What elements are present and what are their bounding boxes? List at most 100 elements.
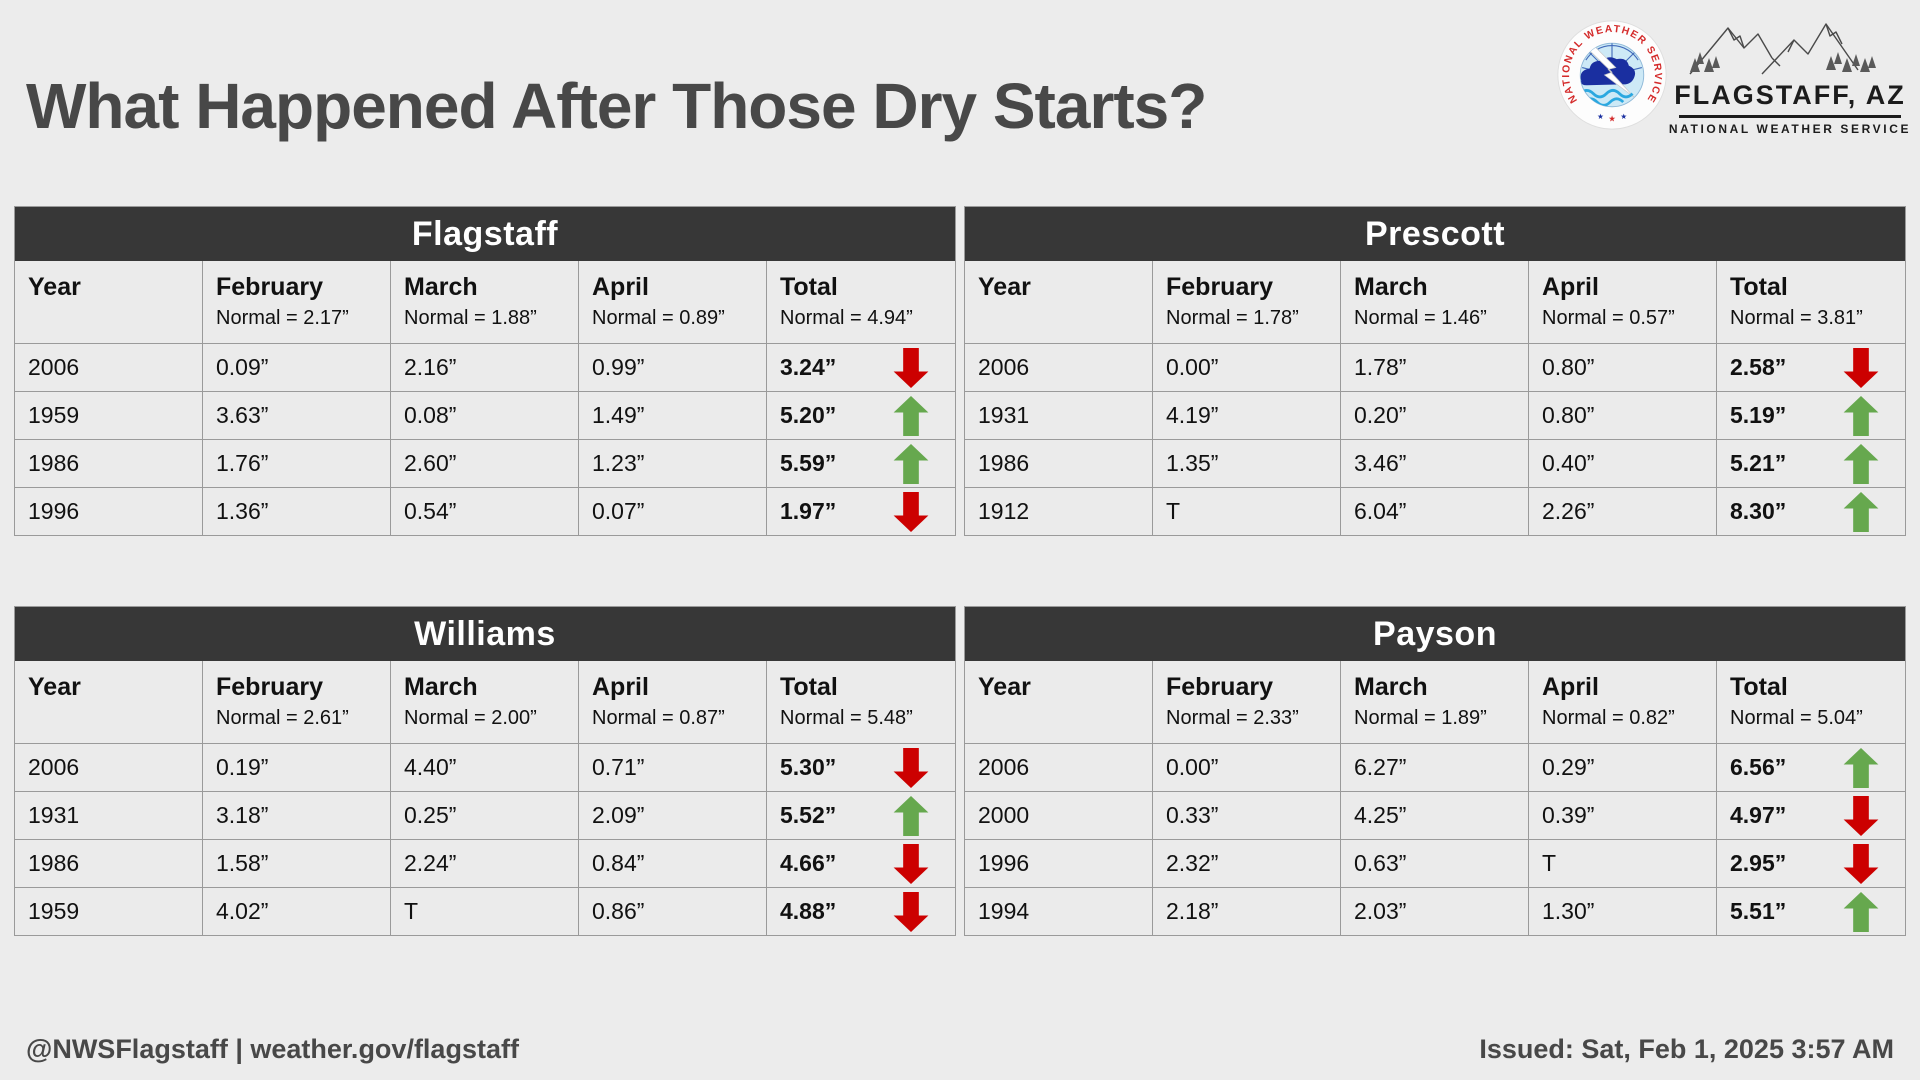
column-header: February Normal = 2.61” [203,661,391,743]
year-cell: 2006 [15,344,203,391]
trend-down-icon [893,747,929,788]
april-cell: 0.80” [1529,344,1717,391]
table-body: 2006 0.09” 2.16” 0.99” 3.24” 1959 3.63” 0.08” 1.… [15,343,955,535]
table-row: 2006 0.00” 1.78” 0.80” 2.58” [965,343,1905,391]
trend-down-icon [893,891,929,932]
year-cell: 1996 [965,840,1153,887]
march-cell: 2.16” [391,344,579,391]
march-cell: 0.20” [1341,392,1529,439]
column-header: Year [15,661,203,743]
column-label: Year [28,273,81,301]
total-value: 4.88” [780,898,837,924]
april-cell: 1.30” [1529,888,1717,935]
logo-divider [1679,115,1901,118]
february-cell: 1.58” [203,840,391,887]
year-cell: 1959 [15,888,203,935]
april-cell: 1.49” [579,392,767,439]
march-cell: 2.24” [391,840,579,887]
total-cell: 5.19” [1717,392,1905,439]
march-cell: 2.03” [1341,888,1529,935]
march-cell: 6.04” [1341,488,1529,535]
table-row: 1996 2.32” 0.63” T 2.95” [965,839,1905,887]
total-cell: 5.21” [1717,440,1905,487]
march-cell: 2.60” [391,440,579,487]
april-cell: 0.80” [1529,392,1717,439]
total-value: 5.19” [1730,402,1787,428]
column-header: Total Normal = 3.81” [1717,261,1905,343]
flagstaff-logo-title: FLAGSTAFF, AZ [1674,80,1906,110]
column-header: Total Normal = 4.94” [767,261,955,343]
april-cell: 0.99” [579,344,767,391]
column-header: March Normal = 1.88” [391,261,579,343]
column-label: Year [978,273,1031,301]
column-label: March [1354,273,1428,301]
column-label: March [404,273,478,301]
total-value: 5.59” [780,450,837,476]
total-value: 3.24” [780,354,837,380]
table-title: Flagstaff [15,207,955,261]
trend-up-icon [893,395,929,436]
column-header: April Normal = 0.82” [1529,661,1717,743]
table-head-row: Year February Normal = 1.78” March Normal = … [965,261,1905,343]
column-normal-value: Normal = 2.17” [216,307,349,329]
march-cell: 0.63” [1341,840,1529,887]
february-cell: T [1153,488,1341,535]
column-label: February [1166,273,1273,301]
footer: @NWSFlagstaff | weather.gov/flagstaff Is… [0,1028,1920,1070]
trend-up-icon [1843,395,1879,436]
total-value: 5.30” [780,754,837,780]
column-label: Year [28,673,81,701]
column-label: April [1542,673,1599,701]
table-row: 1986 1.58” 2.24” 0.84” 4.66” [15,839,955,887]
flagstaff-logo-subtitle: NATIONAL WEATHER SERVICE [1668,122,1912,136]
year-cell: 2000 [965,792,1153,839]
total-value: 2.95” [1730,850,1787,876]
march-cell: 3.46” [1341,440,1529,487]
seal-star-center: ★ [1608,114,1616,124]
march-cell: 0.25” [391,792,579,839]
column-header: February Normal = 1.78” [1153,261,1341,343]
column-header: April Normal = 0.87” [579,661,767,743]
february-cell: 4.02” [203,888,391,935]
february-cell: 0.19” [203,744,391,791]
total-value: 4.66” [780,850,837,876]
weather-table-williams: Williams Year February Normal = 2.61” March… [14,606,956,936]
table-body: 2006 0.00” 1.78” 0.80” 2.58” 1931 4.19” 0.20” 0.… [965,343,1905,535]
february-cell: 0.00” [1153,344,1341,391]
seal-star-right: ★ [1620,112,1627,121]
weather-table-flagstaff: Flagstaff Year February Normal = 2.17” Marc… [14,206,956,536]
total-cell: 3.24” [767,344,955,391]
page-title: What Happened After Those Dry Starts? [26,69,1207,142]
column-normal-value: Normal = 0.89” [592,307,725,329]
total-value: 5.21” [1730,450,1787,476]
april-cell: T [1529,840,1717,887]
flagstaff-nws-logo: FLAGSTAFF, AZ NATIONAL WEATHER SERVICE [1669,14,1909,136]
column-header: February Normal = 2.17” [203,261,391,343]
column-normal-value: Normal = 0.82” [1542,707,1675,729]
february-cell: 0.00” [1153,744,1341,791]
march-cell: T [391,888,579,935]
table-row: 1986 1.35” 3.46” 0.40” 5.21” [965,439,1905,487]
column-header: Total Normal = 5.48” [767,661,955,743]
weather-table-prescott: Prescott Year February Normal = 1.78” March… [964,206,1906,536]
trend-down-icon [1843,347,1879,388]
april-cell: 0.86” [579,888,767,935]
mountains-icon [1689,23,1876,75]
year-cell: 1931 [15,792,203,839]
table-title: Williams [15,607,955,661]
total-cell: 5.30” [767,744,955,791]
column-normal-value: Normal = 0.87” [592,707,725,729]
february-cell: 3.63” [203,392,391,439]
march-cell: 4.40” [391,744,579,791]
column-header: Year [965,261,1153,343]
column-label: Total [780,673,838,701]
total-value: 4.97” [1730,802,1787,828]
table-title: Prescott [965,207,1905,261]
total-cell: 5.59” [767,440,955,487]
trend-down-icon [893,347,929,388]
year-cell: 2006 [15,744,203,791]
trend-down-icon [1843,843,1879,884]
column-normal-value: Normal = 5.48” [780,707,913,729]
column-header: March Normal = 1.89” [1341,661,1529,743]
table-row: 1912 T 6.04” 2.26” 8.30” [965,487,1905,535]
